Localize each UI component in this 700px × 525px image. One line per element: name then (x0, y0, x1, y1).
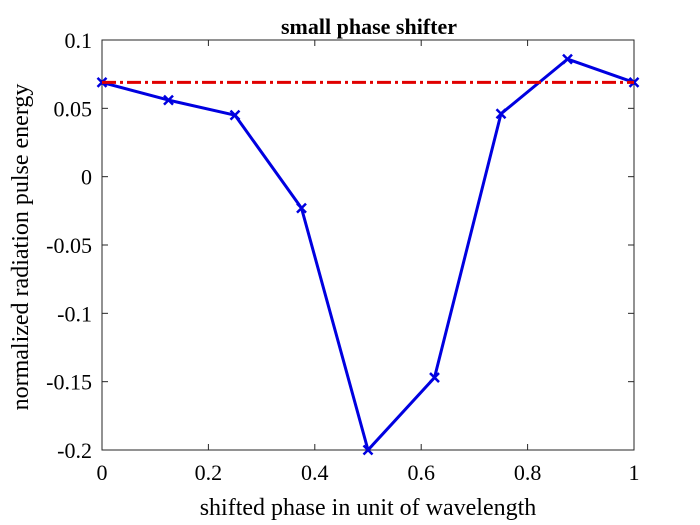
y-tick-label: 0.05 (54, 96, 93, 121)
x-tick-label: 0 (97, 460, 108, 485)
x-tick-label: 0.2 (195, 460, 223, 485)
x-axis-label: shifted phase in unit of wavelength (200, 495, 537, 521)
data-point-marker (429, 372, 440, 383)
chart-title: small phase shifter (281, 14, 457, 39)
y-tick-label: -0.2 (57, 438, 92, 463)
data-point-marker (296, 202, 307, 214)
y-tick-label: -0.15 (46, 370, 92, 395)
data-point-marker (229, 109, 241, 121)
x-tick-label: 0.6 (407, 460, 435, 485)
data-point-marker (362, 444, 374, 456)
data-point-marker (495, 108, 507, 120)
y-tick-label: 0.1 (65, 28, 93, 53)
data-point-marker (163, 94, 174, 106)
data-point-marker (562, 53, 573, 65)
y-axis-label: normalized radiation pulse energy (8, 84, 34, 411)
x-tick-label: 1 (629, 460, 640, 485)
y-tick-label: 0 (81, 165, 92, 190)
plot-area: 0 0.2 0.4 0.6 0.8 1 -0.2 -0.15 -0.1 -0.05 0 0.05 0.1 (46, 28, 639, 485)
x-tick-label: 0.8 (514, 460, 542, 485)
x-tick-label: 0.4 (301, 460, 329, 485)
y-tick-label: -0.05 (46, 233, 92, 258)
y-tick-label: -0.1 (57, 301, 92, 326)
